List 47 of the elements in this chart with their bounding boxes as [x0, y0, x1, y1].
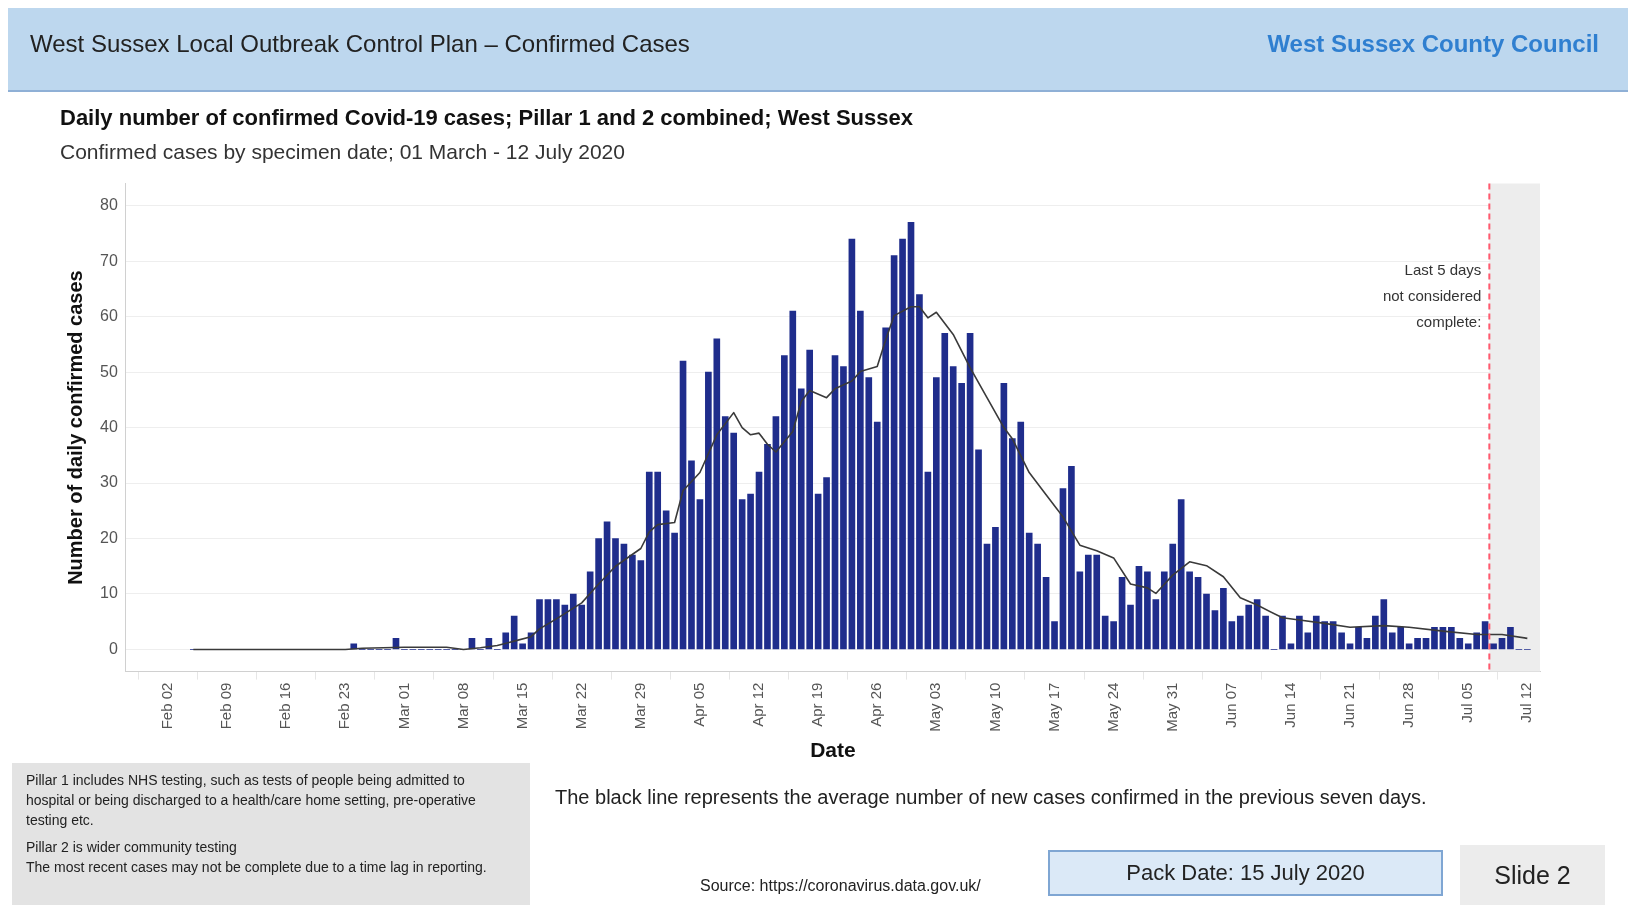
y-tick-label: 30: [100, 473, 118, 491]
y-axis-title: Number of daily confirmed cases: [63, 270, 86, 585]
x-tick-label: May 17: [1044, 682, 1062, 732]
text: West Sussex Local Outbreak Control Plan – Confirmed Cases: [30, 30, 690, 58]
x-tick-label: Feb 16: [276, 682, 294, 730]
x-tick-label: Jun 14: [1281, 682, 1299, 728]
x-tick-label: Jul 05: [1458, 682, 1476, 723]
y-tick-label: 70: [100, 251, 118, 269]
x-tick-label: May 03: [926, 682, 944, 732]
x-tick-label: Jun 28: [1399, 682, 1417, 728]
x-tick-label: Feb 02: [158, 682, 176, 730]
source-note: Source: https://coronavirus.data.gov.uk/: [700, 877, 981, 895]
x-tick-label: May 10: [985, 682, 1003, 732]
x-tick-label: Mar 01: [394, 682, 412, 730]
x-tick-label: Jun 21: [1340, 682, 1358, 728]
y-tick-label: 80: [100, 196, 118, 214]
text: The black line represents the average number of new cases confirmed in the previous seven days.: [555, 786, 1427, 809]
text: West Sussex County Council: [1267, 30, 1599, 58]
x-tick-label: Feb 09: [217, 682, 235, 730]
x-tick-label: Mar 08: [453, 682, 471, 730]
x-tick-label: Apr 19: [808, 682, 826, 727]
text: The most recent cases may not be complete due to a time lag in reporting.: [26, 858, 488, 877]
x-tick-label: Jun 07: [1221, 682, 1239, 728]
x-tick-label: Apr 26: [867, 682, 885, 727]
x-tick-label: Mar 22: [571, 682, 589, 730]
text: Pack Date: 15 July 2020: [1048, 850, 1443, 896]
x-tick-label: Mar 29: [630, 682, 648, 730]
x-tick-label: Jul 12: [1517, 682, 1535, 723]
y-tick-label: 10: [100, 584, 118, 602]
text: Pillar 1 includes NHS testing, such as tests of people being admitted to hospital or being discharged to a health/care home setting, pre-operative testing etc.: [26, 771, 477, 830]
y-tick-label: 60: [100, 307, 118, 325]
text: Pillar 2 is wider community testing: [26, 838, 238, 857]
x-tick-label: May 24: [1103, 682, 1121, 732]
text: Slide 2: [1460, 845, 1605, 905]
x-tick-label: May 31: [1162, 682, 1180, 732]
x-tick-label: Mar 15: [512, 682, 530, 730]
x-axis-title: Date: [810, 738, 856, 762]
chart-title: Daily number of confirmed Covid-19 cases; Pillar 1 and 2 combined; West Sussex: [60, 105, 914, 131]
y-tick-label: 20: [100, 528, 118, 546]
x-tick-label: Feb 23: [335, 682, 353, 730]
y-tick-label: 0: [108, 639, 118, 657]
y-tick-label: 40: [100, 418, 118, 436]
y-tick-label: 50: [100, 362, 118, 380]
ref-line-label: Last 5 days not considered complete:: [1382, 261, 1482, 331]
x-tick-label: Apr 05: [690, 682, 708, 727]
chart-subtitle: Confirmed cases by specimen date; 01 March - 12 July 2020: [60, 139, 625, 163]
x-tick-label: Apr 12: [749, 682, 767, 727]
